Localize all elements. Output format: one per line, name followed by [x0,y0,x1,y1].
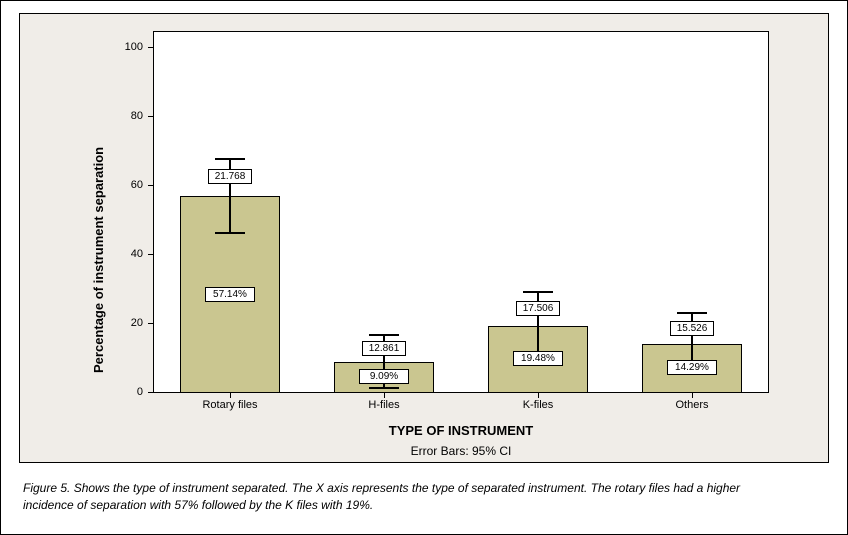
x-axis-label: TYPE OF INSTRUMENT [361,423,561,438]
error-value-label: 15.526 [670,321,714,336]
y-tick-label: 20 [131,317,143,329]
bar-value-label: 57.14% [205,287,255,302]
x-tick-label: Rotary files [153,399,307,411]
x-tick [230,393,231,398]
bar-value-label: 9.09% [359,369,409,384]
bar-value-label: 19.48% [513,351,563,366]
x-tick [538,393,539,398]
error-value-label: 17.506 [516,301,560,316]
bar-value-label: 14.29% [667,360,717,375]
figure-caption-line1: Figure 5. Shows the type of instrument s… [23,481,740,495]
y-tick [148,392,153,393]
error-value-label: 12.861 [362,341,406,356]
y-tick [148,185,153,186]
y-tick-label: 80 [131,110,143,122]
x-tick [384,393,385,398]
x-tick-label: H-files [307,399,461,411]
y-tick-label: 100 [125,41,143,53]
y-tick-label: 40 [131,248,143,260]
error-bars-caption: Error Bars: 95% CI [361,444,561,458]
y-tick-label: 0 [137,386,143,398]
y-tick [148,323,153,324]
x-tick [692,393,693,398]
y-tick [148,254,153,255]
x-tick-label: Others [615,399,769,411]
figure-outer: Percentage of instrument separation TYPE… [0,0,848,535]
x-tick-label: K-files [461,399,615,411]
y-axis-label: Percentage of instrument separation [91,147,106,373]
y-tick [148,116,153,117]
y-tick [148,47,153,48]
error-value-label: 21.768 [208,169,252,184]
y-tick-label: 60 [131,179,143,191]
figure-caption-line2: incidence of separation with 57% followe… [23,498,373,512]
